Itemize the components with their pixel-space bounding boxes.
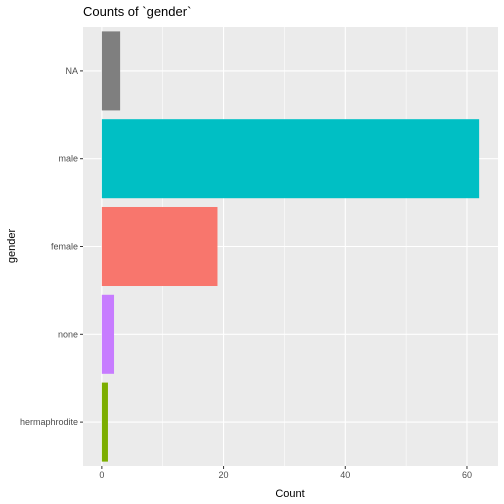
x-axis-title: Count (275, 488, 304, 500)
y-axis: NA male female none hermaphrodite (20, 66, 83, 427)
y-tick-label: none (58, 329, 78, 339)
chart-title: Counts of `gender` (83, 4, 191, 19)
bar-na (101, 31, 121, 111)
bar-hermaphrodite (101, 382, 108, 462)
y-tick-label: female (51, 242, 78, 252)
y-tick-label: hermaphrodite (20, 417, 78, 427)
x-tick-label: 60 (462, 470, 472, 480)
x-axis: 0 20 40 60 (99, 466, 472, 480)
x-tick-label: 20 (219, 470, 229, 480)
bar-male (101, 119, 480, 199)
plot-area (83, 27, 498, 466)
bar-female (101, 206, 218, 287)
x-tick-label: 40 (340, 470, 350, 480)
bar-none (101, 294, 115, 374)
y-tick-label: male (58, 154, 78, 164)
y-tick-label: NA (65, 66, 78, 76)
y-axis-title: gender (6, 229, 18, 264)
x-tick-label: 0 (99, 470, 104, 480)
